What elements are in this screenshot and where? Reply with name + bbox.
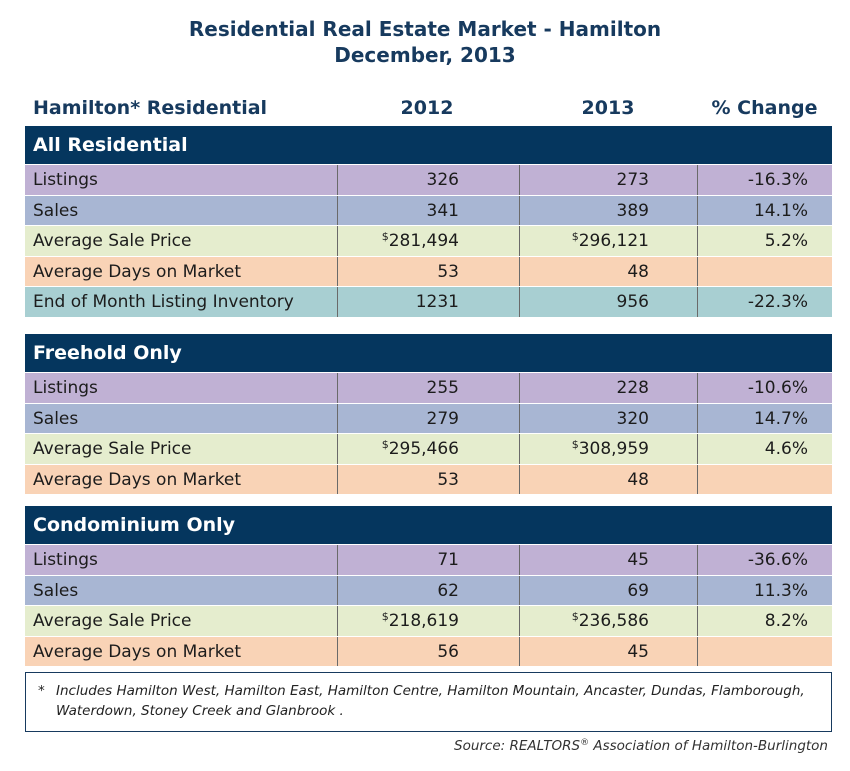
value-change: 5.2% <box>697 226 832 256</box>
value-change: -36.6% <box>697 545 832 575</box>
value-change: 11.3% <box>697 575 832 605</box>
table-row: Listings 71 45 -36.6% <box>25 544 832 575</box>
currency-symbol: $ <box>381 438 389 451</box>
row-label: Average Days on Market <box>33 261 242 282</box>
value-2013: 389 <box>519 195 697 225</box>
currency-symbol: $ <box>381 610 389 623</box>
table-row: Sales 279 320 14.7% <box>25 402 832 433</box>
table-row: Average Days on Market 53 48 <box>25 255 832 286</box>
row-label: Average Sale Price <box>33 611 192 631</box>
value-2012: 62 <box>337 575 519 605</box>
value-2013: $236,586 <box>519 606 697 636</box>
value-change <box>697 256 832 286</box>
value-2012: $295,466 <box>337 434 519 464</box>
value-2012: 1231 <box>337 287 519 317</box>
row-label: Average Days on Market <box>33 641 242 662</box>
table-row: Average Sale Price $295,466 $308,959 4.6… <box>25 433 832 464</box>
value-2013: 273 <box>519 165 697 195</box>
table-row: Sales 341 389 14.1% <box>25 194 832 225</box>
currency-symbol: $ <box>571 230 579 243</box>
section-heading: All Residential <box>25 126 832 164</box>
source-credit: Source: REALTORS® Association of Hamilto… <box>454 738 828 754</box>
value-2013: 45 <box>519 545 697 575</box>
value-change: 4.6% <box>697 434 832 464</box>
row-label: Listings <box>33 550 98 570</box>
value-change: 8.2% <box>697 606 832 636</box>
footnote-text: Includes Hamilton West, Hamilton East, H… <box>56 683 805 719</box>
value-change <box>697 636 832 666</box>
row-label: Sales <box>33 580 79 601</box>
footnote-box: * Includes Hamilton West, Hamilton East,… <box>25 672 832 732</box>
value-2013: 956 <box>519 287 697 317</box>
currency-symbol: $ <box>571 610 579 623</box>
row-label: End of Month Listing Inventory <box>33 292 294 312</box>
value-change: -16.3% <box>697 165 832 195</box>
row-label: Sales <box>33 200 79 221</box>
value-change: -22.3% <box>697 287 832 317</box>
table-row: Listings 326 273 -16.3% <box>25 164 832 195</box>
footnote-marker: * <box>38 683 45 699</box>
table-row: Average Days on Market 56 45 <box>25 635 832 666</box>
report-date: December, 2013 <box>334 43 516 67</box>
registered-mark: ® <box>580 738 590 748</box>
value-2013: $296,121 <box>519 226 697 256</box>
column-header-change: % Change <box>711 97 818 119</box>
table-row: Average Sale Price $281,494 $296,121 5.2… <box>25 225 832 256</box>
section-heading: Freehold Only <box>25 334 832 372</box>
table-row: Average Sale Price $218,619 $236,586 8.2… <box>25 605 832 636</box>
row-label: Average Sale Price <box>33 231 192 251</box>
value-2013: 48 <box>519 464 697 494</box>
row-label: Average Sale Price <box>33 439 192 459</box>
value-change <box>697 464 832 494</box>
column-header-2012: 2012 <box>400 97 454 119</box>
table-row: Sales 62 69 11.3% <box>25 574 832 605</box>
row-label: Sales <box>33 408 79 429</box>
table-row: End of Month Listing Inventory 1231 956 … <box>25 286 832 317</box>
value-2013: $308,959 <box>519 434 697 464</box>
value-2012: 279 <box>337 403 519 433</box>
value-2012: 326 <box>337 165 519 195</box>
table-row: Listings 255 228 -10.6% <box>25 372 832 403</box>
value-2012: 53 <box>337 256 519 286</box>
section-condominium-only: Condominium Only Listings 71 45 -36.6% S… <box>25 506 832 666</box>
value-2013: 45 <box>519 636 697 666</box>
row-label: Average Days on Market <box>33 469 242 490</box>
value-2013: 69 <box>519 575 697 605</box>
value-2013: 48 <box>519 256 697 286</box>
report-title: Residential Real Estate Market - Hamilto… <box>188 17 662 41</box>
column-header-2013: 2013 <box>581 97 635 119</box>
table-row: Average Days on Market 53 48 <box>25 463 832 494</box>
value-2012: 56 <box>337 636 519 666</box>
row-label: Listings <box>33 170 98 190</box>
section-all-residential: All Residential Listings 326 273 -16.3% … <box>25 126 832 317</box>
row-label: Listings <box>33 378 98 398</box>
value-change: -10.6% <box>697 373 832 403</box>
value-2012: 255 <box>337 373 519 403</box>
section-heading: Condominium Only <box>25 506 832 544</box>
value-2013: 228 <box>519 373 697 403</box>
section-freehold-only: Freehold Only Listings 255 228 -10.6% Sa… <box>25 334 832 494</box>
column-header-label: Hamilton* Residential <box>33 97 268 119</box>
value-2012: 53 <box>337 464 519 494</box>
value-change: 14.7% <box>697 403 832 433</box>
value-2012: 71 <box>337 545 519 575</box>
value-2012: 341 <box>337 195 519 225</box>
currency-symbol: $ <box>381 230 389 243</box>
value-2012: $281,494 <box>337 226 519 256</box>
value-2013: 320 <box>519 403 697 433</box>
currency-symbol: $ <box>571 438 579 451</box>
value-2012: $218,619 <box>337 606 519 636</box>
value-change: 14.1% <box>697 195 832 225</box>
